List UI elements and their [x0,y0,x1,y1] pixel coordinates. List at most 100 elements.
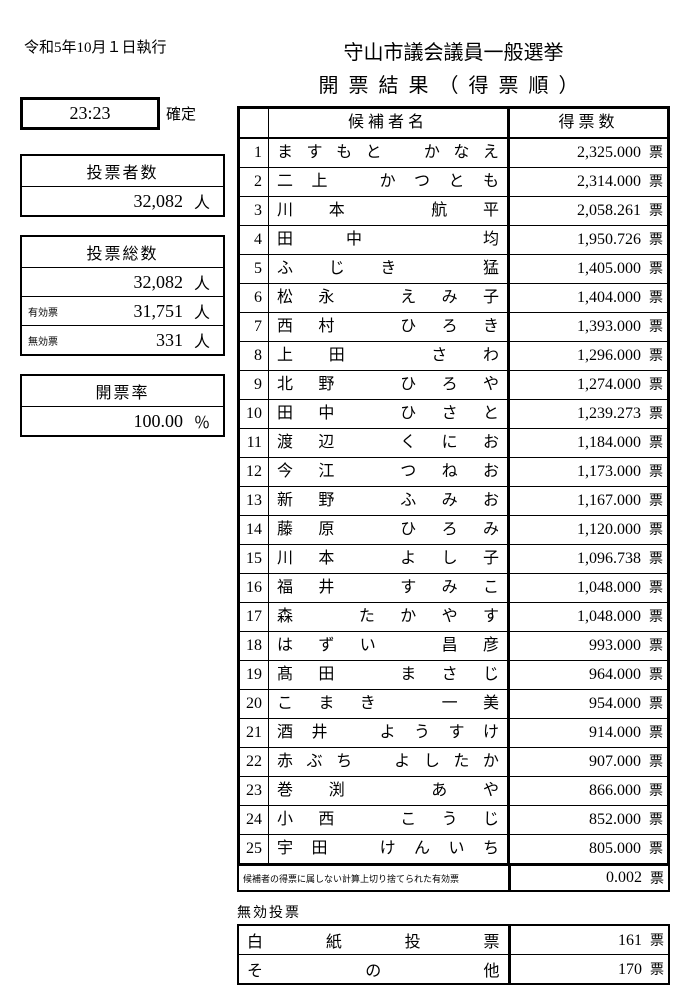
row-rank: 18 [239,632,269,661]
invalid-row-label: 白紙投票 [238,925,509,955]
row-rank: 19 [239,661,269,690]
table-row: 14藤原 ひろみ1,120.000票 [239,516,669,545]
rate-block: 開票率 100.00 ％ [20,374,225,437]
row-votes: 2,325.000票 [509,138,669,168]
row-name: 上田 さわ [269,342,509,371]
row-rank: 9 [239,371,269,400]
row-rank: 22 [239,748,269,777]
table-row: 8上田 さわ1,296.000票 [239,342,669,371]
table-row: 10田中 ひさと1,239.273票 [239,400,669,429]
table-row: 5ふじき 猛1,405.000票 [239,255,669,284]
row-name: ますもと かなえ [269,138,509,168]
row-name: 小西 こうじ [269,806,509,835]
row-votes: 2,314.000票 [509,168,669,197]
row-votes: 866.000票 [509,777,669,806]
voters-block: 投票者数 32,082 人 [20,154,225,217]
row-name: 巻渕 あや [269,777,509,806]
voters-unit: 人 [187,189,217,213]
table-row: 15川本 よし子1,096.738票 [239,545,669,574]
row-votes: 907.000票 [509,748,669,777]
time-status: 確定 [166,103,196,124]
row-votes: 1,048.000票 [509,574,669,603]
row-votes: 852.000票 [509,806,669,835]
table-row: 17森 たかやす1,048.000票 [239,603,669,632]
row-rank: 6 [239,284,269,313]
col-rank [239,108,269,139]
rate-value: 100.00 [68,411,187,432]
invalid-row: その他170票 [238,955,669,985]
row-rank: 8 [239,342,269,371]
row-name: こまき 一美 [269,690,509,719]
table-row: 22赤ぶち よしたか907.000票 [239,748,669,777]
invalid-row-value: 161票 [509,925,669,955]
totals-row-value: 31,751 [68,301,187,322]
row-name: はずい 昌彦 [269,632,509,661]
totals-row: 有効票31,751人 [22,297,223,326]
voters-count: 32,082 [68,191,187,212]
invalid-row-value: 170票 [509,955,669,985]
row-name: 福井 すみこ [269,574,509,603]
row-votes: 805.000票 [509,835,669,865]
row-rank: 7 [239,313,269,342]
row-name: 田中 ひさと [269,400,509,429]
row-votes: 2,058.261票 [509,197,669,226]
rounding-unit: 票 [650,868,664,888]
row-name: 今江 つねお [269,458,509,487]
col-name: 候補者名 [269,108,509,139]
table-row: 24小西 こうじ852.000票 [239,806,669,835]
table-row: 1ますもと かなえ2,325.000票 [239,138,669,168]
row-rank: 4 [239,226,269,255]
row-name: 渡辺 くにお [269,429,509,458]
row-votes: 1,404.000票 [509,284,669,313]
col-votes: 得票数 [509,108,669,139]
row-name: 西村 ひろき [269,313,509,342]
row-votes: 914.000票 [509,719,669,748]
invalid-table: 白紙投票161票その他170票 [237,924,670,985]
totals-row: 無効票331人 [22,326,223,354]
table-row: 19髙田 まさじ964.000票 [239,661,669,690]
results-table: 候補者名 得票数 1ますもと かなえ2,325.000票2二上 かつとも2,31… [237,106,670,866]
row-votes: 1,239.273票 [509,400,669,429]
totals-row: 32,082人 [22,268,223,297]
row-votes: 1,120.000票 [509,516,669,545]
row-name: 新野 ふみお [269,487,509,516]
totals-row-label: 有効票 [28,304,68,319]
invalid-label: 無効投票 [237,902,670,922]
row-rank: 2 [239,168,269,197]
row-name: 松永 えみ子 [269,284,509,313]
row-votes: 1,048.000票 [509,603,669,632]
row-name: 田中 均 [269,226,509,255]
invalid-row: 白紙投票161票 [238,925,669,955]
table-row: 12今江 つねお1,173.000票 [239,458,669,487]
voters-label: 投票者数 [22,156,223,187]
table-row: 16福井 すみこ1,048.000票 [239,574,669,603]
row-name: 酒井 ようすけ [269,719,509,748]
page-title-2: 開票結果（得票順） [237,69,670,98]
totals-row-label: 無効票 [28,333,68,348]
time-box: 23:23 確定 [20,97,225,130]
table-row: 25宇田 けんいち805.000票 [239,835,669,865]
row-votes: 1,296.000票 [509,342,669,371]
row-votes: 954.000票 [509,690,669,719]
row-votes: 964.000票 [509,661,669,690]
table-row: 6松永 えみ子1,404.000票 [239,284,669,313]
row-name: 宇田 けんいち [269,835,509,865]
rate-unit: ％ [187,409,217,433]
totals-label: 投票総数 [22,237,223,268]
row-rank: 25 [239,835,269,865]
table-row: 18はずい 昌彦993.000票 [239,632,669,661]
row-rank: 5 [239,255,269,284]
row-rank: 24 [239,806,269,835]
row-name: 二上 かつとも [269,168,509,197]
row-rank: 20 [239,690,269,719]
row-rank: 16 [239,574,269,603]
totals-row-unit: 人 [187,328,217,352]
row-name: 川本 よし子 [269,545,509,574]
row-rank: 12 [239,458,269,487]
row-name: 赤ぶち よしたか [269,748,509,777]
table-row: 2二上 かつとも2,314.000票 [239,168,669,197]
row-rank: 23 [239,777,269,806]
table-row: 13新野 ふみお1,167.000票 [239,487,669,516]
rounding-row: 候補者の得票に属しない計算上切り捨てられた有効票 0.002 票 [237,864,670,892]
table-row: 20こまき 一美954.000票 [239,690,669,719]
